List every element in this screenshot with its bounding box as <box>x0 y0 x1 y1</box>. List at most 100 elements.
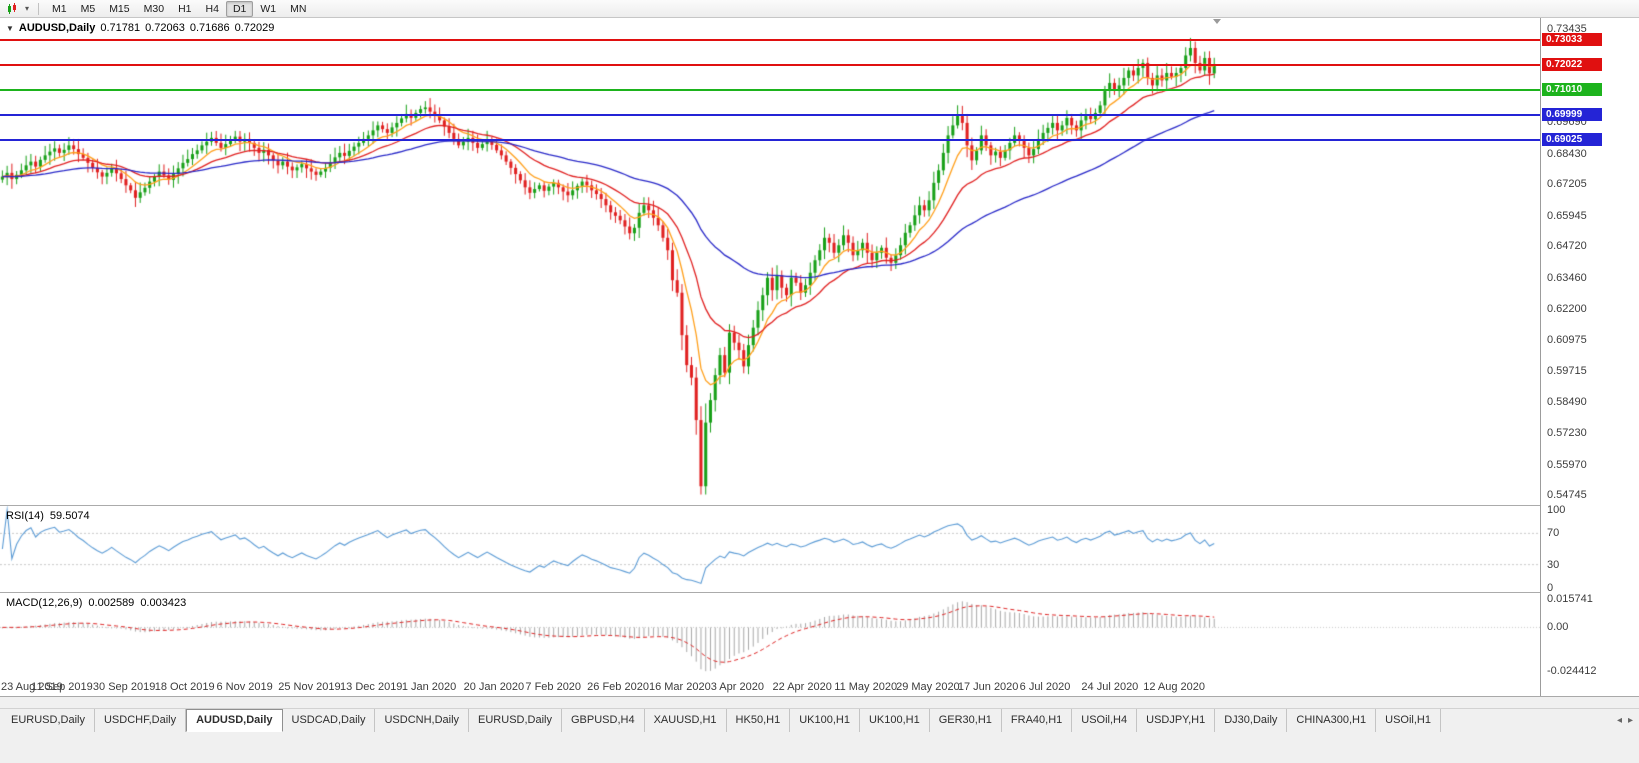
chart-tab-fra40-h1[interactable]: FRA40,H1 <box>1002 709 1073 732</box>
timeframe-button-m30[interactable]: M30 <box>143 2 165 15</box>
timeframe-button-h1[interactable]: H1 <box>178 2 192 15</box>
chart-tab-usdchf-daily[interactable]: USDCHF,Daily <box>95 709 187 732</box>
rsi-current-value: 59.5074 <box>49 510 90 522</box>
tab-scroll-right-icon[interactable]: ▸ <box>1627 715 1633 726</box>
price-level-line-resistance-lower[interactable] <box>0 63 1540 66</box>
ohlc-close-value: 0.72029 <box>234 22 275 34</box>
macd-axis-label: 0.015741 <box>1547 593 1593 606</box>
chart-tab-eurusd-daily[interactable]: EURUSD,Daily <box>2 709 95 732</box>
date-label: 6 Nov 2019 <box>216 681 273 693</box>
price-level-line-pivot[interactable] <box>0 89 1540 92</box>
price-tag-support-lower: 0.69025 <box>1542 132 1602 146</box>
price-axis-label: 0.62200 <box>1547 303 1587 316</box>
date-label: 12 Aug 2020 <box>1143 681 1205 693</box>
panel-separator[interactable] <box>0 592 1639 593</box>
price-chart-canvas[interactable] <box>0 18 1540 505</box>
date-label: 26 Feb 2020 <box>587 681 649 693</box>
timeframe-button-w1[interactable]: W1 <box>260 2 277 15</box>
price-axis-label: 0.60975 <box>1547 333 1587 346</box>
macd-panel-label: MACD(12,26,9) 0.002589 0.003423 <box>6 597 186 609</box>
price-axis-label: 0.54745 <box>1547 489 1587 502</box>
price-axis[interactable]: 0.73435 0.69690 0.68430 0.67205 0.65945 0.647… <box>1540 18 1639 696</box>
price-tag-resistance-lower: 0.72022 <box>1542 57 1602 71</box>
chart-tab-uk100-h1[interactable]: UK100,H1 <box>860 709 930 732</box>
ohlc-low-value: 0.71686 <box>189 22 230 34</box>
macd-main-value: 0.002589 <box>88 597 135 609</box>
macd-indicator-canvas[interactable] <box>0 593 1540 678</box>
tab-scroll-buttons: ◂ ▸ <box>1611 709 1639 732</box>
chart-tab-usoil-h4[interactable]: USOil,H4 <box>1072 709 1138 732</box>
price-axis-label: 0.63460 <box>1547 271 1587 284</box>
date-label: 7 Feb 2020 <box>525 681 582 693</box>
date-label: 25 Nov 2019 <box>278 681 341 693</box>
chart-tab-uk100-h1[interactable]: UK100,H1 <box>790 709 860 732</box>
timeframe-button-d1[interactable]: D1 <box>225 0 254 17</box>
chart-type-dropdown-icon[interactable]: ▾ <box>24 4 29 13</box>
price-level-line-support-upper[interactable] <box>0 114 1540 117</box>
price-level-line-resistance-upper[interactable] <box>0 38 1540 41</box>
date-label: 17 Jun 2020 <box>957 681 1019 693</box>
date-label: 29 May 2020 <box>896 681 960 693</box>
chart-tab-hk50-h1[interactable]: HK50,H1 <box>727 709 791 732</box>
chart-tab-usdcnh-daily[interactable]: USDCNH,Daily <box>375 709 470 732</box>
time-axis[interactable]: 23 Aug 2019 11 Sep 2019 30 Sep 2019 18 Oct … <box>0 678 1540 696</box>
candlestick-chart-icon[interactable] <box>4 2 20 16</box>
timeframe-button-mn[interactable]: MN <box>290 2 307 15</box>
date-label: 24 Jul 2020 <box>1081 681 1139 693</box>
date-label: 22 Apr 2020 <box>772 681 832 693</box>
price-tag-resistance-upper: 0.73033 <box>1542 32 1602 46</box>
price-tag-support-upper: 0.69999 <box>1542 108 1602 122</box>
macd-axis-label: -0.024412 <box>1547 665 1597 678</box>
timeframe-button-m5[interactable]: M5 <box>80 2 96 15</box>
chart-window: ▼ AUDUSD,Daily 0.71781 0.72063 0.71686 0… <box>0 18 1639 697</box>
chart-tab-china300-h1[interactable]: CHINA300,H1 <box>1287 709 1377 732</box>
price-axis-label: 0.65945 <box>1547 209 1587 222</box>
price-axis-label: 0.69690 <box>1547 116 1587 129</box>
macd-indicator-name: MACD(12,26,9) <box>6 597 83 609</box>
chart-tab-usdjpy-h1[interactable]: USDJPY,H1 <box>1137 709 1216 732</box>
timeframe-buttons: M1 M5 M15 M30 H1 H4 D1 W1 MN <box>45 0 313 17</box>
price-axis-label: 0.55970 <box>1547 458 1587 471</box>
status-strip <box>0 732 1639 763</box>
panel-separator[interactable] <box>0 505 1639 506</box>
date-label: 3 Apr 2020 <box>710 681 764 693</box>
timeframe-button-m1[interactable]: M1 <box>52 2 67 15</box>
toolbar-separator <box>38 2 39 15</box>
chart-tab-ger30-h1[interactable]: GER30,H1 <box>930 709 1002 732</box>
timeframe-button-h4[interactable]: H4 <box>205 2 219 15</box>
date-label: 13 Dec 2019 <box>340 681 403 693</box>
chart-tab-eurusd-daily[interactable]: EURUSD,Daily <box>469 709 562 732</box>
price-axis-label: 0.57230 <box>1547 427 1587 440</box>
price-axis-label: 0.68430 <box>1547 147 1587 160</box>
chart-tab-bar: EURUSD,Daily USDCHF,Daily AUDUSD,Daily USDC… <box>0 708 1639 732</box>
chart-tab-usoil-h1[interactable]: USOil,H1 <box>1376 709 1441 732</box>
timeframe-button-m15[interactable]: M15 <box>109 2 130 15</box>
timeframe-toolbar: ▾ M1 M5 M15 M30 H1 H4 D1 W1 MN <box>0 0 1639 18</box>
ohlc-high-value: 0.72063 <box>145 22 185 34</box>
chart-tab-usdcad-daily[interactable]: USDCAD,Daily <box>283 709 376 732</box>
date-label: 20 Jan 2020 <box>463 681 525 693</box>
price-axis-label: 0.73435 <box>1547 22 1587 35</box>
chart-tab-audusd-daily[interactable]: AUDUSD,Daily <box>186 709 283 732</box>
macd-signal-value: 0.003423 <box>140 597 187 609</box>
chart-shift-marker <box>1212 19 1221 24</box>
price-axis-label: 0.59715 <box>1547 365 1587 378</box>
date-label: 30 Sep 2019 <box>92 681 156 693</box>
macd-axis-label: 0.00 <box>1547 621 1569 634</box>
price-axis-label: 0.64720 <box>1547 240 1587 253</box>
ohlc-open-value: 0.71781 <box>100 22 141 34</box>
rsi-panel-label: RSI(14) 59.5074 <box>6 510 90 522</box>
date-label: 11 May 2020 <box>834 681 898 693</box>
chart-symbol-label: AUDUSD,Daily <box>18 22 96 34</box>
price-level-line-support-lower[interactable] <box>0 138 1540 141</box>
rsi-indicator-name: RSI(14) <box>6 510 44 522</box>
chart-tab-dj30-daily[interactable]: DJ30,Daily <box>1215 709 1288 732</box>
rsi-axis-label: 70 <box>1547 527 1560 540</box>
date-label: 1 Jan 2020 <box>401 681 457 693</box>
chart-tab-gbpusd-h4[interactable]: GBPUSD,H4 <box>562 709 645 732</box>
tab-scroll-left-icon[interactable]: ◂ <box>1616 715 1622 726</box>
collapse-chart-icon[interactable]: ▼ <box>6 23 14 33</box>
rsi-indicator-canvas[interactable] <box>0 506 1540 592</box>
chart-tab-xauusd-h1[interactable]: XAUUSD,H1 <box>645 709 727 732</box>
